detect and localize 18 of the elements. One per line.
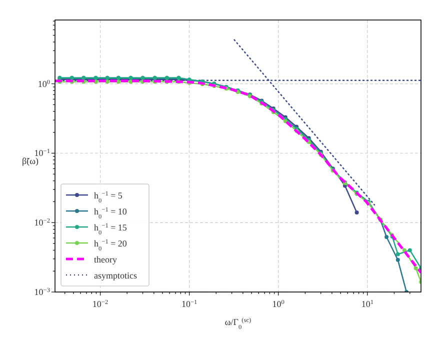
y-tick-label: 10$^{0}$: [38, 78, 50, 89]
x-tick-label: 10$^{−2}$: [92, 298, 108, 309]
y-axis-title: β̃(ω): [22, 156, 38, 166]
y-tick-label: 10$^{−2}$: [34, 217, 50, 228]
point: [402, 248, 406, 252]
x-tick-label: 10$^{0}$: [272, 298, 284, 309]
point: [354, 210, 359, 214]
y-tick-label: 10$^{−1}$: [34, 148, 50, 158]
x-tick-label: 10$^{1}$: [361, 298, 374, 309]
point: [414, 266, 418, 270]
legend-label: h$_{0}$$^{−1}$ = 10: [94, 206, 128, 220]
legend-label: theory: [94, 254, 118, 264]
legend-label: h$_{0}$$^{−1}$ = 15: [94, 222, 128, 236]
legend-label: asymptotics: [94, 270, 138, 280]
legend-label: h$_{0}$$^{−1}$ = 20: [94, 238, 128, 252]
legend-label: h$_{0}$$^{−1}$ = 5: [94, 190, 123, 204]
y-tick-label: 10$^{−3}$: [34, 286, 50, 297]
x-tick-label: 10$^{−1}$: [181, 298, 198, 309]
